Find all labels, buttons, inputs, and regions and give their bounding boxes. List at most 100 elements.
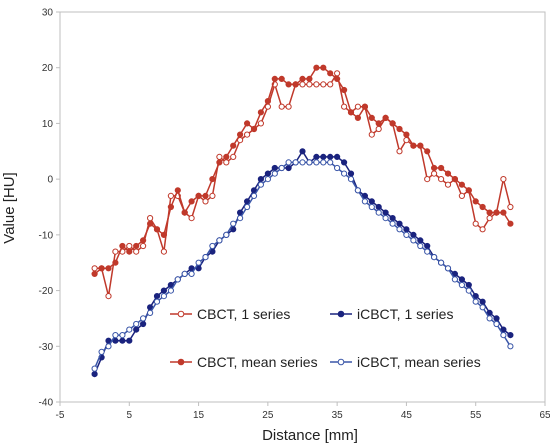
data-point (119, 337, 126, 344)
legend-marker (337, 310, 345, 318)
legend-item-icbct-1-series: iCBCT, 1 series (330, 306, 453, 322)
data-point (375, 209, 382, 216)
data-point (500, 176, 507, 183)
plot-frame (59, 11, 546, 403)
x-tick-label: 65 (539, 410, 550, 421)
data-point (341, 170, 348, 177)
data-point (341, 159, 348, 166)
data-point (327, 81, 334, 88)
data-point (285, 159, 292, 166)
data-point (264, 98, 271, 105)
data-point (334, 164, 341, 172)
data-point (209, 176, 216, 183)
data-point (257, 120, 264, 127)
data-point (278, 164, 285, 172)
data-point (486, 315, 493, 322)
legend-item-cbct-1-series: CBCT, 1 series (170, 306, 290, 322)
data-point (167, 203, 174, 211)
data-point (126, 337, 133, 344)
data-point (431, 254, 438, 261)
legend-label: CBCT, 1 series (197, 306, 290, 322)
data-point (112, 259, 119, 266)
data-point (119, 332, 126, 339)
data-point (479, 304, 486, 311)
data-point (223, 231, 230, 238)
data-point (444, 181, 452, 188)
data-point (195, 259, 202, 266)
data-point (153, 298, 161, 305)
data-point (133, 326, 140, 333)
y-tick-label: -30 (39, 342, 54, 353)
data-point (278, 103, 285, 110)
series-icbct-mean-series (91, 159, 514, 372)
data-point (140, 315, 147, 322)
data-point (396, 125, 403, 133)
data-point (389, 215, 396, 222)
data-point (347, 170, 355, 177)
data-point (458, 192, 465, 199)
data-point (451, 276, 458, 283)
data-point (320, 153, 327, 160)
legend-marker (177, 310, 185, 318)
data-point (91, 265, 98, 272)
data-point (424, 248, 431, 255)
data-point (451, 176, 458, 183)
data-point (334, 75, 341, 83)
data-point (361, 103, 368, 110)
data-point (472, 298, 479, 305)
data-point (368, 131, 375, 138)
data-point (410, 231, 417, 238)
data-point (479, 226, 486, 233)
data-point (347, 176, 355, 183)
data-point (285, 81, 292, 88)
data-point (112, 332, 119, 339)
data-point (105, 293, 112, 300)
data-point (188, 215, 195, 222)
data-point (327, 153, 334, 160)
data-point (133, 248, 140, 255)
data-point (160, 287, 167, 294)
data-point (368, 198, 375, 205)
data-point (438, 176, 445, 183)
data-point (438, 259, 445, 266)
data-point (257, 109, 264, 116)
data-point (458, 276, 465, 283)
data-point (153, 226, 161, 233)
data-point (417, 242, 424, 250)
legend-item-icbct-mean-series: iCBCT, mean series (330, 354, 481, 370)
data-point (91, 371, 98, 378)
x-axis-title: Distance [mm] (262, 427, 358, 444)
data-point (285, 164, 292, 172)
data-point (105, 343, 112, 350)
data-point (424, 242, 431, 250)
axes: -5 5 15 25 35 45 55 65 -40 -30 -20 -10 0 10 20 30 (39, 8, 550, 422)
data-point (410, 142, 417, 149)
data-point (472, 198, 479, 205)
x-tick-label: 35 (332, 410, 344, 421)
data-point (271, 164, 278, 172)
data-point (320, 159, 327, 166)
data-point (244, 203, 251, 211)
data-point (347, 109, 355, 116)
data-point (112, 248, 119, 255)
data-point (167, 192, 174, 199)
data-point (389, 120, 396, 127)
data-point (230, 153, 237, 160)
data-point (140, 237, 147, 244)
data-point (202, 254, 209, 261)
data-point (396, 148, 403, 155)
data-point (299, 81, 306, 88)
data-point (327, 159, 334, 166)
data-point (458, 181, 465, 188)
data-point (341, 103, 348, 110)
data-point (417, 237, 424, 244)
data-point (257, 181, 264, 188)
legend-item-cbct-mean-series: CBCT, mean series (170, 354, 318, 370)
x-tick-label: 55 (470, 410, 482, 421)
data-point (500, 209, 507, 216)
series-cbct-mean-series (91, 64, 514, 277)
data-point (507, 332, 514, 339)
data-point (140, 242, 147, 250)
data-point (244, 131, 251, 138)
data-point (417, 142, 424, 149)
